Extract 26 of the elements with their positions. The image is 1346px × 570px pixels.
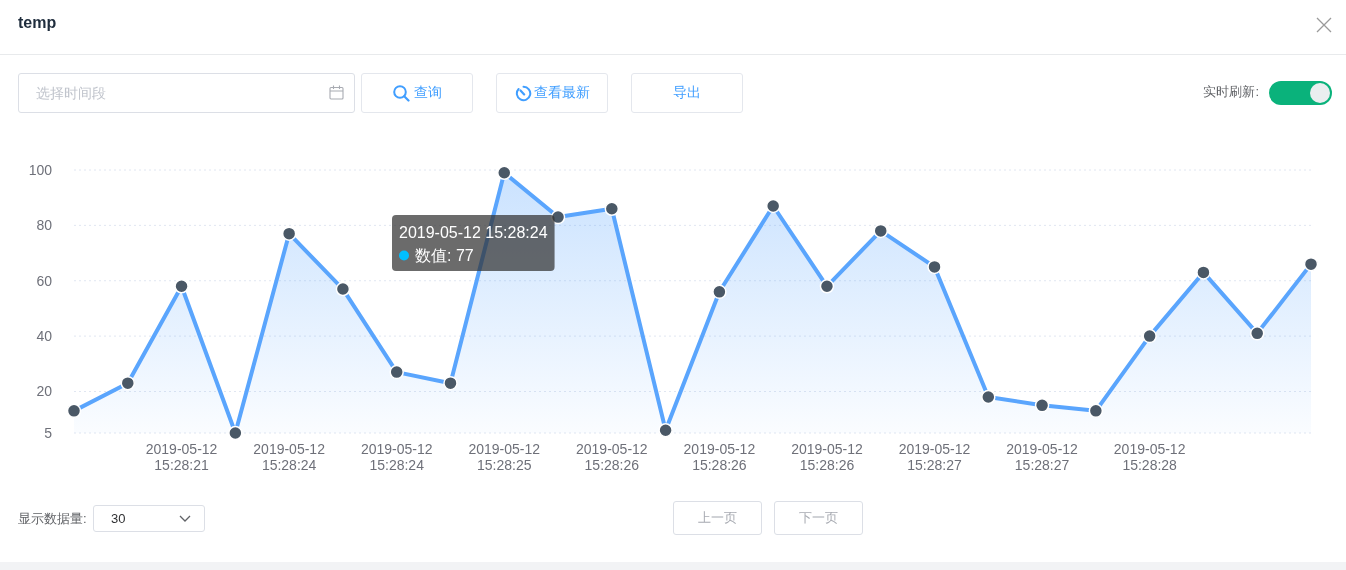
search-button: 查询	[361, 73, 473, 113]
y-tick-label: 60	[36, 272, 53, 289]
date-range-input: 选择时间段	[18, 73, 355, 113]
latest-button: 查看最新	[496, 73, 608, 113]
y-tick-label: 40	[36, 328, 53, 345]
x-tick-label: 2019-05-12 15:28:25	[468, 441, 541, 473]
x-tick-label: 2019-05-12 15:28:24	[253, 441, 326, 473]
export-button: 导出	[631, 73, 743, 113]
y-tick-label: 20	[36, 383, 53, 400]
x-tick-label: 2019-05-12 15:28:27	[898, 441, 971, 473]
text: 实时刷新:	[1202, 83, 1259, 101]
x-tick-label: 2019-05-12 15:28:26	[683, 441, 756, 473]
x-tick-label: 2019-05-12 15:28:26	[576, 441, 648, 473]
x-tick-label: 2019-05-12 15:28:21	[145, 441, 218, 473]
x-tick-label: 2019-05-12 15:28:27	[1006, 441, 1079, 473]
x-tick-label: 2019-05-12 15:28:24	[360, 441, 433, 473]
data-count-select: 30	[93, 505, 205, 532]
annotation: 2019-05-12 15:28:24 数值: 77	[399, 224, 548, 264]
x-tick-label: 2019-05-12 15:28:28	[1113, 441, 1186, 473]
x-tick-label: 2019-05-12 15:28:26	[791, 441, 863, 473]
y-tick-label: 5	[44, 425, 53, 441]
text: 显示数据量:	[18, 510, 87, 528]
y-tick-label: 80	[36, 217, 53, 234]
chart-title: temp	[18, 14, 57, 32]
y-tick-label: 100	[28, 162, 53, 178]
tooltip: 2019-05-12 15:28:24 数值: 77	[392, 215, 555, 271]
